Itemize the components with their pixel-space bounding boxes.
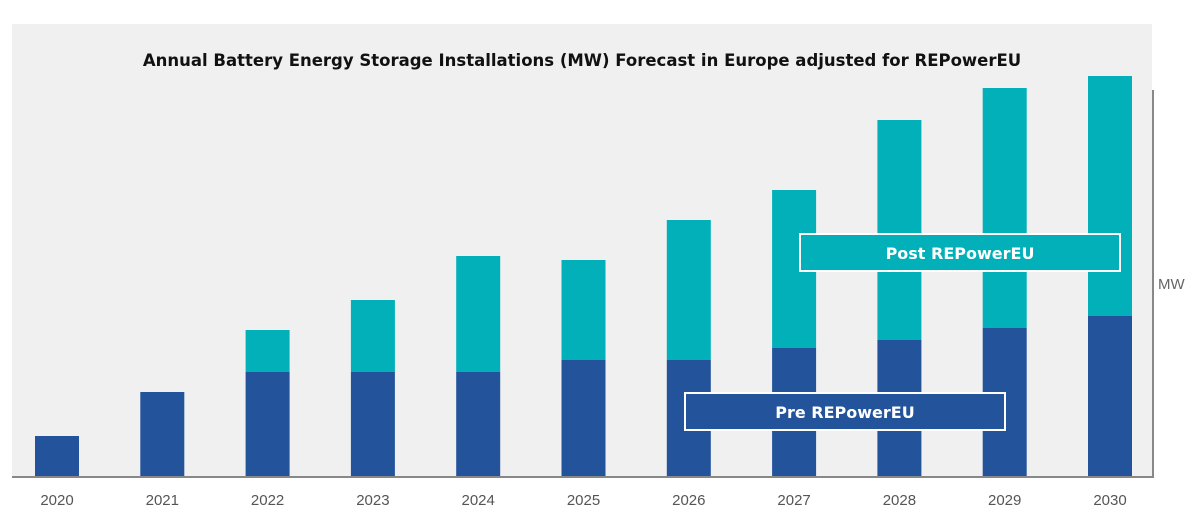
legend-post-box — [799, 233, 1121, 272]
legend-post-repowereu: Post REPowerEU — [799, 233, 1121, 272]
x-tick-label-2021: 2021 — [146, 492, 179, 509]
x-tick-label-2029: 2029 — [988, 492, 1021, 509]
bar-pre-repowereu-2024 — [456, 372, 501, 476]
legend-pre-label: Pre REPowerEU — [775, 403, 914, 422]
bar-post-repowereu-2030 — [1088, 76, 1132, 316]
x-tick-label-2028: 2028 — [883, 492, 916, 509]
bar-pre-repowereu-2025 — [561, 360, 606, 476]
bar-post-repowereu-2024 — [456, 256, 501, 372]
x-tick-label-2024: 2024 — [462, 492, 495, 509]
bar-pre-repowereu-2023 — [350, 372, 395, 476]
bar-post-repowereu-2029 — [982, 88, 1027, 328]
y-axis-label: MW — [1158, 276, 1185, 293]
bar-post-repowereu-2023 — [350, 300, 395, 372]
legend-post-label: Post REPowerEU — [886, 244, 1035, 263]
x-axis-ticks: 2020 2021 2022 2023 2024 2025 2026 2027 2028 2029… — [40, 492, 1126, 509]
bar-post-repowereu-2022 — [245, 330, 290, 372]
bar-pre-repowereu-2030 — [1088, 316, 1132, 476]
x-tick-label-2020: 2020 — [40, 492, 73, 509]
x-tick-label-2025: 2025 — [567, 492, 600, 509]
bar-pre-repowereu-2021 — [140, 392, 185, 476]
bar-pre-repowereu-2020 — [35, 436, 79, 476]
bar-post-repowereu-2028 — [877, 120, 922, 340]
bar-post-repowereu-2025 — [561, 260, 606, 360]
x-tick-label-2026: 2026 — [672, 492, 705, 509]
bar-pre-repowereu-2022 — [245, 372, 290, 476]
chart-title: Annual Battery Energy Storage Installati… — [143, 51, 1021, 70]
legend-pre-box — [684, 392, 1006, 431]
x-tick-label-2023: 2023 — [356, 492, 389, 509]
x-tick-label-2022: 2022 — [251, 492, 284, 509]
x-tick-label-2030: 2030 — [1093, 492, 1126, 509]
bar-post-repowereu-2026 — [666, 220, 711, 360]
bars-layer — [35, 76, 1132, 476]
legend-pre-repowereu: Pre REPowerEU — [684, 392, 1006, 431]
x-tick-label-2027: 2027 — [777, 492, 810, 509]
